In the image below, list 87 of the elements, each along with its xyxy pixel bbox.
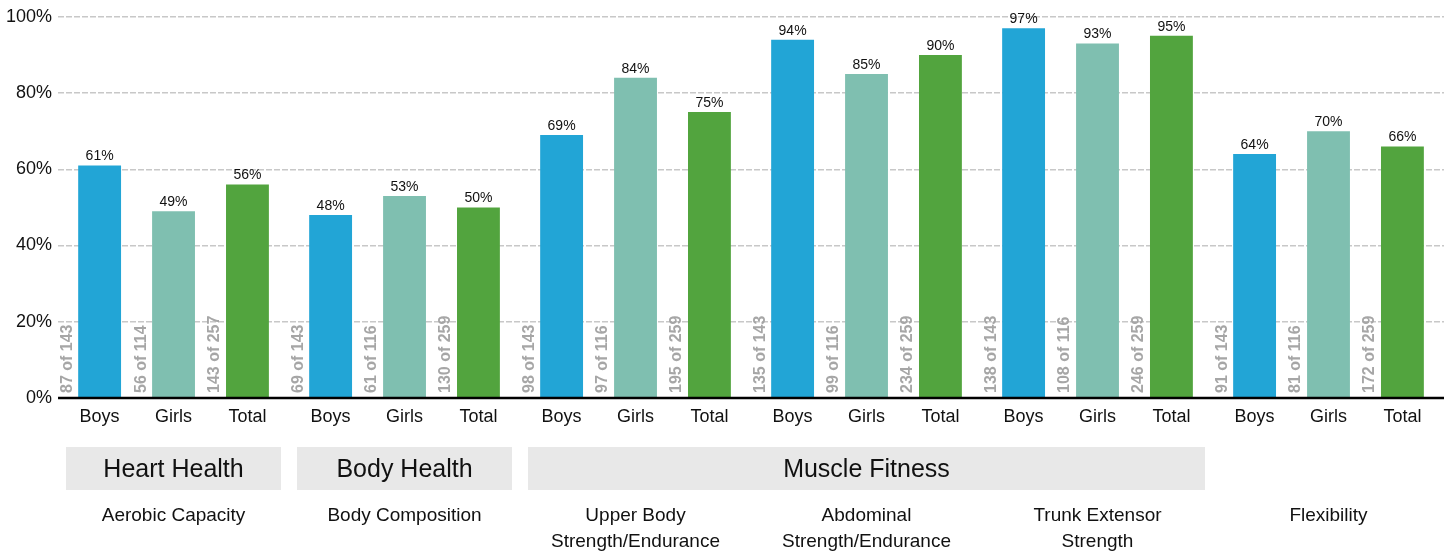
annotation: 69 of 143	[288, 324, 306, 393]
bar	[919, 54, 962, 398]
data-label: 66%	[1388, 128, 1417, 145]
annotation: 99 of 116	[824, 325, 842, 393]
data-label: 50%	[464, 189, 493, 206]
data-label: 70%	[1314, 113, 1343, 130]
data-label: 48%	[316, 196, 345, 213]
data-label: 93%	[1083, 25, 1112, 42]
annotation: 97 of 116	[593, 325, 611, 393]
data-label: 56%	[233, 166, 262, 183]
bar	[540, 134, 584, 398]
data-label: 61%	[85, 147, 114, 164]
annotation: 108 of 116	[1055, 316, 1073, 393]
data-label: 53%	[390, 177, 419, 194]
text: Total	[459, 405, 498, 426]
data-label: 84%	[621, 59, 650, 76]
x-tick-label: Abdominal Strength/Endurance	[781, 503, 952, 553]
series-label: Total	[228, 405, 267, 426]
series-label: Girls	[155, 405, 193, 426]
text: Total	[690, 405, 729, 426]
x-tick-label: Body Composition	[326, 503, 483, 527]
annotation: 172 of 259	[1360, 315, 1378, 393]
data-label: 95%	[1157, 17, 1186, 34]
data-label: 85%	[852, 55, 881, 72]
bar	[1149, 35, 1193, 398]
annotation: 61 of 116	[362, 325, 380, 393]
text: Heart Health	[66, 447, 282, 490]
bar	[1076, 43, 1119, 398]
bar	[1002, 28, 1046, 398]
bar	[688, 112, 731, 398]
x-tick-label: Flexibility	[1288, 503, 1369, 527]
annotation: 135 of 143	[750, 315, 768, 393]
annotation: 143 of 257	[205, 315, 223, 393]
text: Boys	[1003, 405, 1044, 426]
bar	[1233, 154, 1277, 398]
bar	[457, 207, 500, 398]
annotation: 56 of 114	[131, 325, 149, 393]
data-label: 64%	[1240, 135, 1269, 152]
text: Girls	[1310, 405, 1347, 426]
text: Muscle Fitness	[528, 447, 1205, 490]
text: Girls	[617, 405, 655, 426]
annotation: 130 of 259	[436, 315, 454, 393]
data-label: 90%	[926, 36, 955, 53]
x-tick-label: Aerobic Capacity	[100, 503, 247, 527]
bar	[771, 39, 815, 398]
annotation: 98 of 143	[519, 324, 537, 393]
data-label: 94%	[778, 21, 807, 38]
annotation: 87 of 143	[57, 324, 75, 393]
bar	[1307, 131, 1350, 398]
data-label: 97%	[1009, 10, 1038, 27]
bar	[226, 184, 269, 398]
text: Boys	[772, 405, 813, 426]
text: Boys	[310, 405, 351, 426]
annotation: 234 of 259	[898, 315, 916, 393]
text: Girls	[1079, 405, 1117, 426]
data-label: 75%	[695, 93, 724, 110]
annotation: 138 of 143	[981, 315, 999, 393]
text: Body Health	[297, 447, 512, 490]
y-tick-label: 40%	[16, 234, 53, 255]
bar	[78, 165, 122, 398]
text: Boys	[1234, 405, 1275, 426]
data-label: 49%	[159, 193, 188, 210]
text: Boys	[541, 405, 582, 426]
annotation: 91 of 143	[1212, 324, 1230, 393]
y-tick-label: 100%	[5, 5, 53, 26]
text: Total	[1152, 405, 1191, 426]
bar	[383, 195, 426, 398]
bar	[614, 77, 657, 398]
x-tick-label: Upper Body Strength/Endurance	[550, 503, 721, 553]
bar	[1380, 146, 1424, 398]
annotation: 246 of 259	[1129, 315, 1147, 393]
y-tick-label: 20%	[16, 310, 53, 331]
y-tick-label: 80%	[16, 82, 53, 103]
y-tick-label: 60%	[16, 158, 53, 179]
annotation: 81 of 116	[1286, 325, 1304, 393]
bar	[845, 73, 888, 398]
text: Girls	[386, 405, 424, 426]
series-label: Boys	[79, 405, 120, 426]
bar	[152, 211, 195, 398]
x-tick-label: Trunk Extensor Strength	[1032, 503, 1163, 553]
y-tick-label: 0%	[26, 386, 53, 407]
annotation: 195 of 259	[667, 315, 685, 393]
text: Total	[921, 405, 960, 426]
text: Total	[1383, 405, 1422, 426]
data-label: 69%	[547, 116, 576, 133]
bar	[309, 215, 353, 398]
text: Girls	[848, 405, 886, 426]
